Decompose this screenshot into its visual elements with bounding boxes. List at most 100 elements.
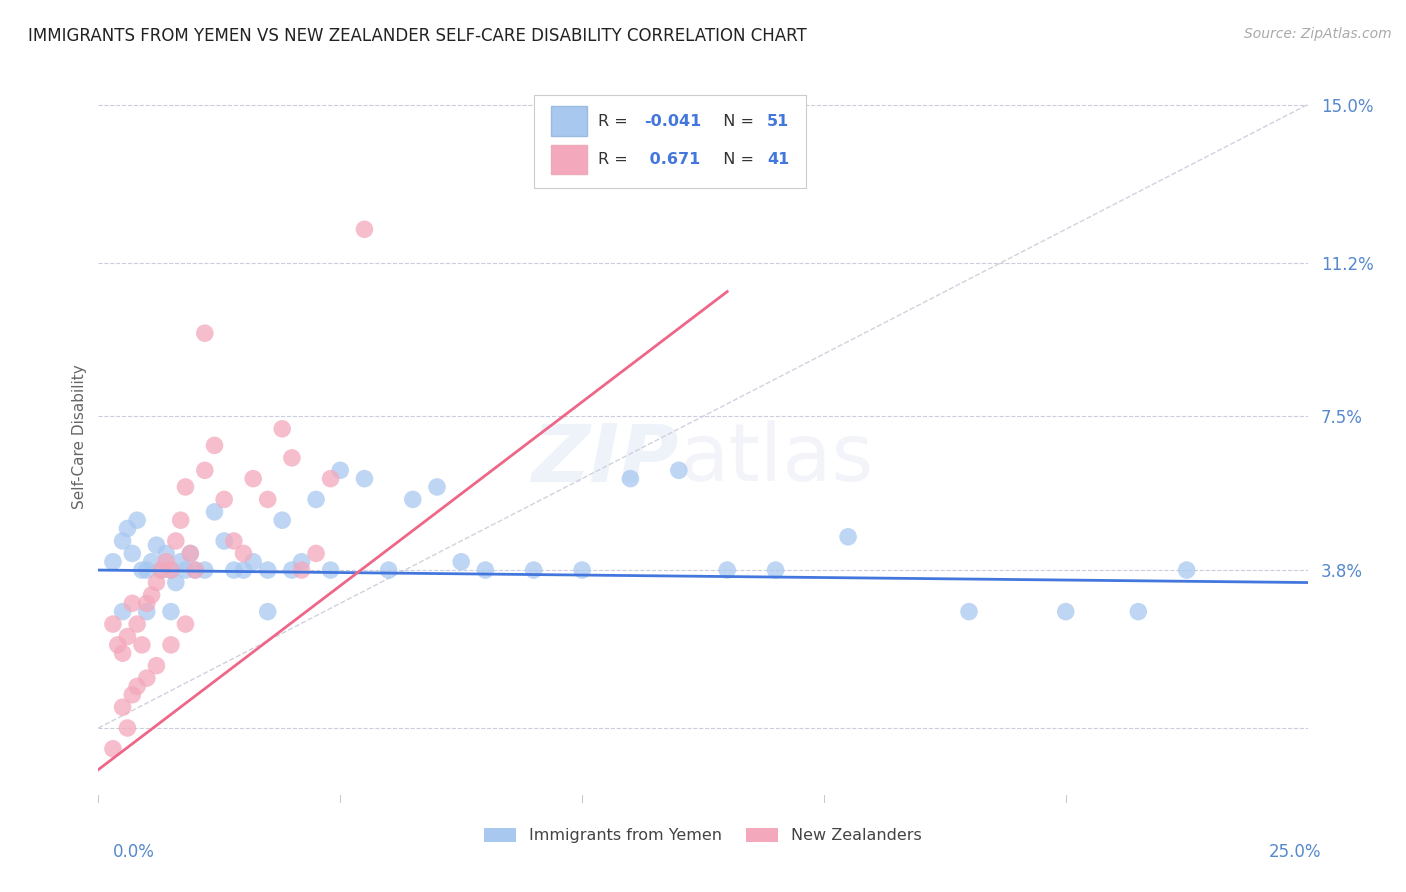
Point xyxy=(179,546,201,560)
Point xyxy=(111,533,134,548)
Point xyxy=(1175,563,1198,577)
Point xyxy=(256,492,278,507)
Point xyxy=(117,521,139,535)
Point xyxy=(160,563,183,577)
Text: N =: N = xyxy=(713,153,759,168)
Point xyxy=(290,563,312,577)
Text: 0.0%: 0.0% xyxy=(112,843,155,861)
Text: 0.671: 0.671 xyxy=(644,153,700,168)
Point xyxy=(204,505,226,519)
Point xyxy=(127,680,149,694)
Text: 25.0%: 25.0% xyxy=(1270,843,1322,861)
FancyBboxPatch shape xyxy=(534,95,806,188)
Text: R =: R = xyxy=(598,113,633,128)
Text: 51: 51 xyxy=(768,113,789,128)
Point xyxy=(377,563,399,577)
Point xyxy=(131,638,153,652)
Point xyxy=(174,480,197,494)
Point xyxy=(111,646,134,660)
Point xyxy=(212,533,235,548)
Point xyxy=(194,563,217,577)
Point xyxy=(353,472,375,486)
Point xyxy=(155,555,177,569)
Point xyxy=(121,546,143,560)
Point xyxy=(194,326,217,341)
Point xyxy=(141,588,163,602)
Text: Source: ZipAtlas.com: Source: ZipAtlas.com xyxy=(1244,27,1392,41)
Point xyxy=(668,463,690,477)
Y-axis label: Self-Care Disability: Self-Care Disability xyxy=(72,365,87,509)
Point xyxy=(184,563,207,577)
Point xyxy=(150,563,173,577)
Point xyxy=(111,605,134,619)
Point xyxy=(165,575,187,590)
Point xyxy=(150,563,173,577)
Point xyxy=(222,533,245,548)
Point xyxy=(256,563,278,577)
Point xyxy=(145,538,167,552)
Text: IMMIGRANTS FROM YEMEN VS NEW ZEALANDER SELF-CARE DISABILITY CORRELATION CHART: IMMIGRANTS FROM YEMEN VS NEW ZEALANDER S… xyxy=(28,27,807,45)
Point xyxy=(232,546,254,560)
Point xyxy=(101,741,124,756)
Point xyxy=(135,605,157,619)
Point xyxy=(194,463,217,477)
Point xyxy=(107,638,129,652)
Point xyxy=(271,422,294,436)
Point xyxy=(174,617,197,632)
Point xyxy=(1128,605,1150,619)
Text: N =: N = xyxy=(713,113,759,128)
Point xyxy=(329,463,352,477)
Point xyxy=(319,472,342,486)
Point xyxy=(121,596,143,610)
Text: R =: R = xyxy=(598,153,638,168)
Point xyxy=(402,492,425,507)
Point xyxy=(1054,605,1077,619)
Point xyxy=(450,555,472,569)
Point xyxy=(281,563,304,577)
Point xyxy=(111,700,134,714)
Point xyxy=(145,575,167,590)
Point xyxy=(957,605,980,619)
Point xyxy=(145,658,167,673)
Point xyxy=(169,555,191,569)
Point xyxy=(305,546,328,560)
Point xyxy=(256,605,278,619)
Point xyxy=(305,492,328,507)
Point xyxy=(281,450,304,465)
Point xyxy=(169,513,191,527)
Point xyxy=(837,530,859,544)
Point xyxy=(101,617,124,632)
Point xyxy=(242,472,264,486)
Point xyxy=(232,563,254,577)
Point xyxy=(271,513,294,527)
Point xyxy=(155,546,177,560)
Point xyxy=(141,555,163,569)
Point xyxy=(121,688,143,702)
Point xyxy=(716,563,738,577)
Point xyxy=(135,596,157,610)
Point xyxy=(135,563,157,577)
Point xyxy=(131,563,153,577)
Point xyxy=(426,480,449,494)
Point xyxy=(571,563,593,577)
Point xyxy=(353,222,375,236)
Text: ZIP: ZIP xyxy=(531,420,679,498)
Point xyxy=(290,555,312,569)
Point xyxy=(474,563,496,577)
Point xyxy=(160,638,183,652)
Point xyxy=(127,513,149,527)
Point xyxy=(127,617,149,632)
Point xyxy=(135,671,157,685)
Point xyxy=(523,563,546,577)
Point xyxy=(174,563,197,577)
Point xyxy=(212,492,235,507)
Text: 41: 41 xyxy=(768,153,789,168)
Legend: Immigrants from Yemen, New Zealanders: Immigrants from Yemen, New Zealanders xyxy=(478,822,928,850)
Point xyxy=(101,555,124,569)
Point xyxy=(179,546,201,560)
Point xyxy=(117,630,139,644)
Point xyxy=(184,563,207,577)
Point xyxy=(319,563,342,577)
Point xyxy=(242,555,264,569)
Point xyxy=(160,563,183,577)
